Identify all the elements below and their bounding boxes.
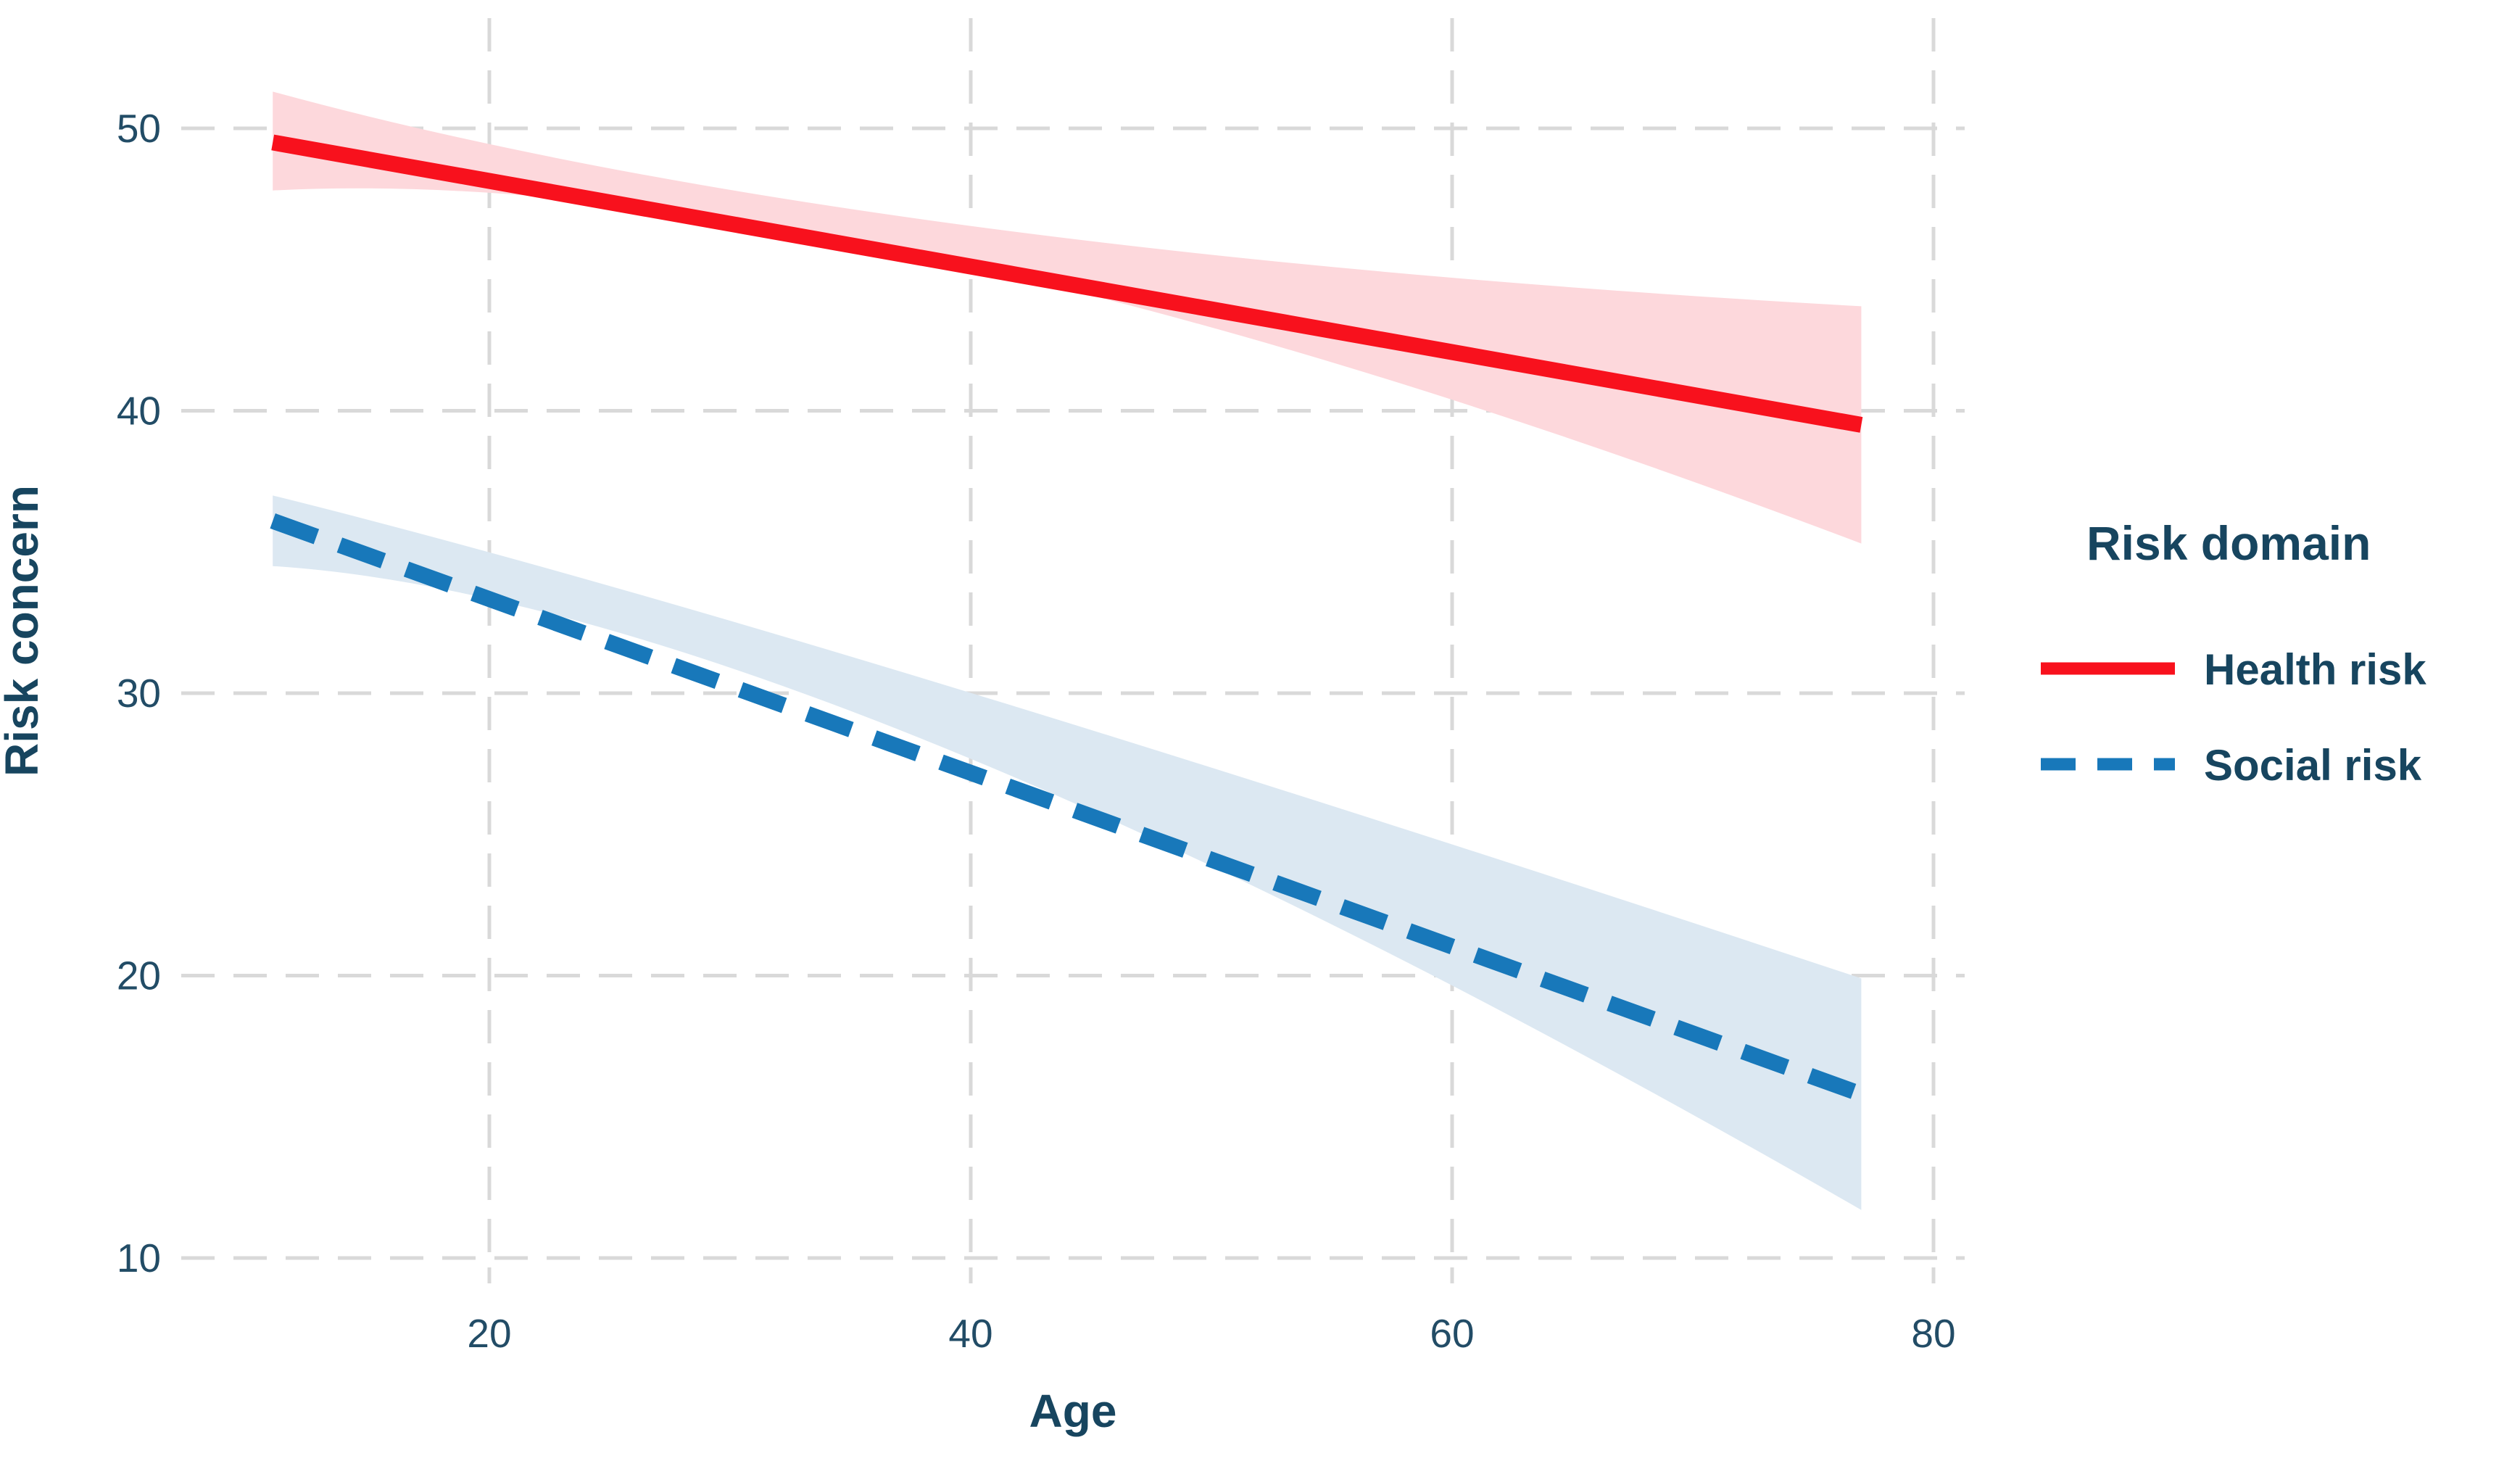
series-line-social-risk bbox=[270, 513, 1865, 1102]
x-tick-label-20: 20 bbox=[467, 1311, 511, 1356]
axis-tick-layer: 20 40 60 80 10 20 30 40 50 bbox=[117, 106, 1956, 1356]
x-tick-label-40: 40 bbox=[948, 1311, 992, 1356]
series-line-layer bbox=[270, 134, 1865, 1102]
legend-item-social-risk: Social risk bbox=[2041, 741, 2422, 790]
legend-title: Risk domain bbox=[2086, 516, 2371, 570]
confidence-band-health-risk bbox=[273, 91, 1862, 544]
y-tick-label-40: 40 bbox=[117, 389, 161, 434]
legend-item-health-risk: Health risk bbox=[2041, 645, 2426, 694]
y-tick-label-10: 10 bbox=[117, 1236, 161, 1280]
x-tick-label-80: 80 bbox=[1911, 1311, 1955, 1356]
legend-label-social-risk: Social risk bbox=[2204, 741, 2422, 790]
legend: Risk domain Health risk Social risk bbox=[2041, 516, 2426, 790]
series-line-health-risk bbox=[271, 134, 1863, 433]
y-tick-label-20: 20 bbox=[117, 953, 161, 998]
legend-label-health-risk: Health risk bbox=[2204, 645, 2426, 694]
confidence-band-social-risk bbox=[273, 495, 1862, 1210]
y-tick-label-50: 50 bbox=[117, 106, 161, 151]
x-tick-label-60: 60 bbox=[1430, 1311, 1474, 1356]
confidence-band-layer bbox=[273, 91, 1862, 1210]
x-axis-title: Age bbox=[1029, 1385, 1117, 1437]
y-tick-label-30: 30 bbox=[117, 671, 161, 716]
y-axis-title: Risk concern bbox=[0, 485, 48, 777]
